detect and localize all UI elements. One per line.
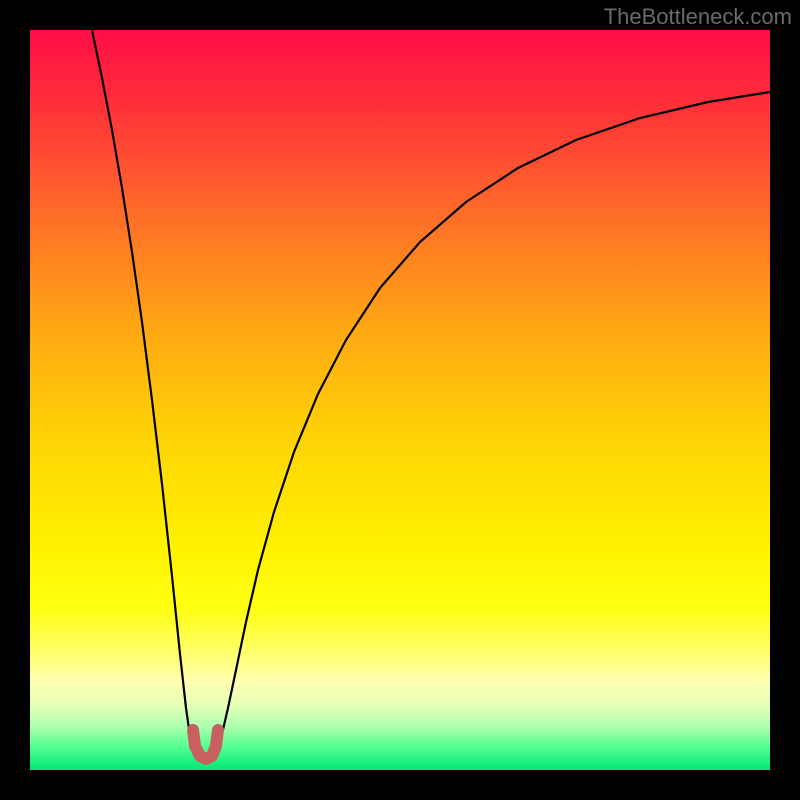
curve-left-branch — [92, 30, 195, 754]
minimum-cup-marker — [193, 730, 218, 759]
watermark-text: TheBottleneck.com — [604, 4, 792, 30]
plot-area — [30, 30, 770, 770]
curve-layer — [30, 30, 770, 770]
curve-right-branch — [215, 92, 770, 754]
